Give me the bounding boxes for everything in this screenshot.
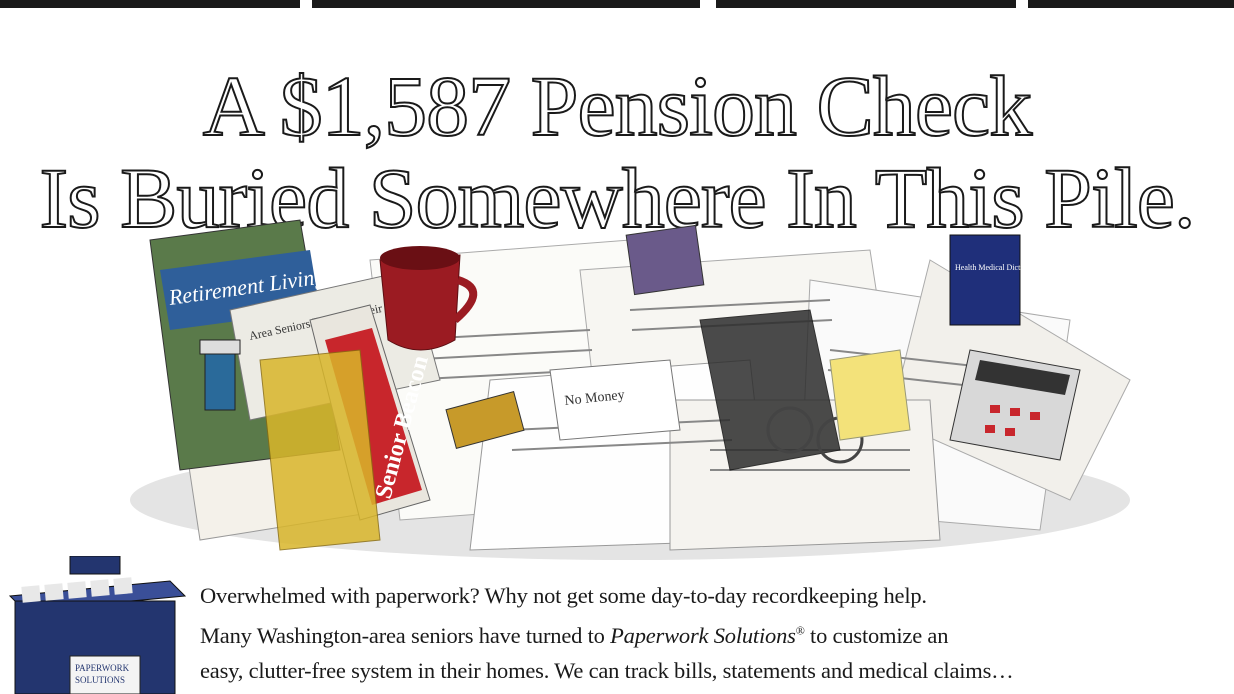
box-label-1: PAPERWORK xyxy=(75,663,130,673)
calculator xyxy=(949,349,1081,461)
paperwork-solutions-file-box: PAPERWORK SOLUTIONS xyxy=(8,556,187,694)
body-line-1: Overwhelmed with paperwork? Why not get … xyxy=(200,583,927,608)
red-mug xyxy=(379,246,478,351)
envelope-text: No Money xyxy=(564,388,626,409)
headline-line-1: A $1,587 Pension Check xyxy=(202,58,1033,154)
body-copy: Overwhelmed with paperwork? Why not get … xyxy=(200,578,1230,688)
brand-name: Paperwork Solutions xyxy=(610,622,796,648)
book-title: Health Medical Dictionary xyxy=(955,263,1041,272)
senior-beacon-newspaper: Senior Beacon xyxy=(309,304,434,521)
medical-dictionary-book: Health Medical Dictionary xyxy=(949,234,1041,326)
paper-pile-photo: Retirement Living Area Seniors Tune Up T… xyxy=(130,219,1131,560)
body-line-3: easy, clutter-free system in their homes… xyxy=(200,657,1014,683)
top-border-rule xyxy=(0,0,1234,8)
registered-mark: ® xyxy=(795,623,805,637)
box-label-2: SOLUTIONS xyxy=(75,675,125,685)
body-line-2-start: Many Washington-area seniors have turned… xyxy=(200,622,611,648)
body-line-2-end: to customize an xyxy=(804,622,949,648)
body-line-2: Many Washington-area seniors have turned… xyxy=(200,623,948,648)
